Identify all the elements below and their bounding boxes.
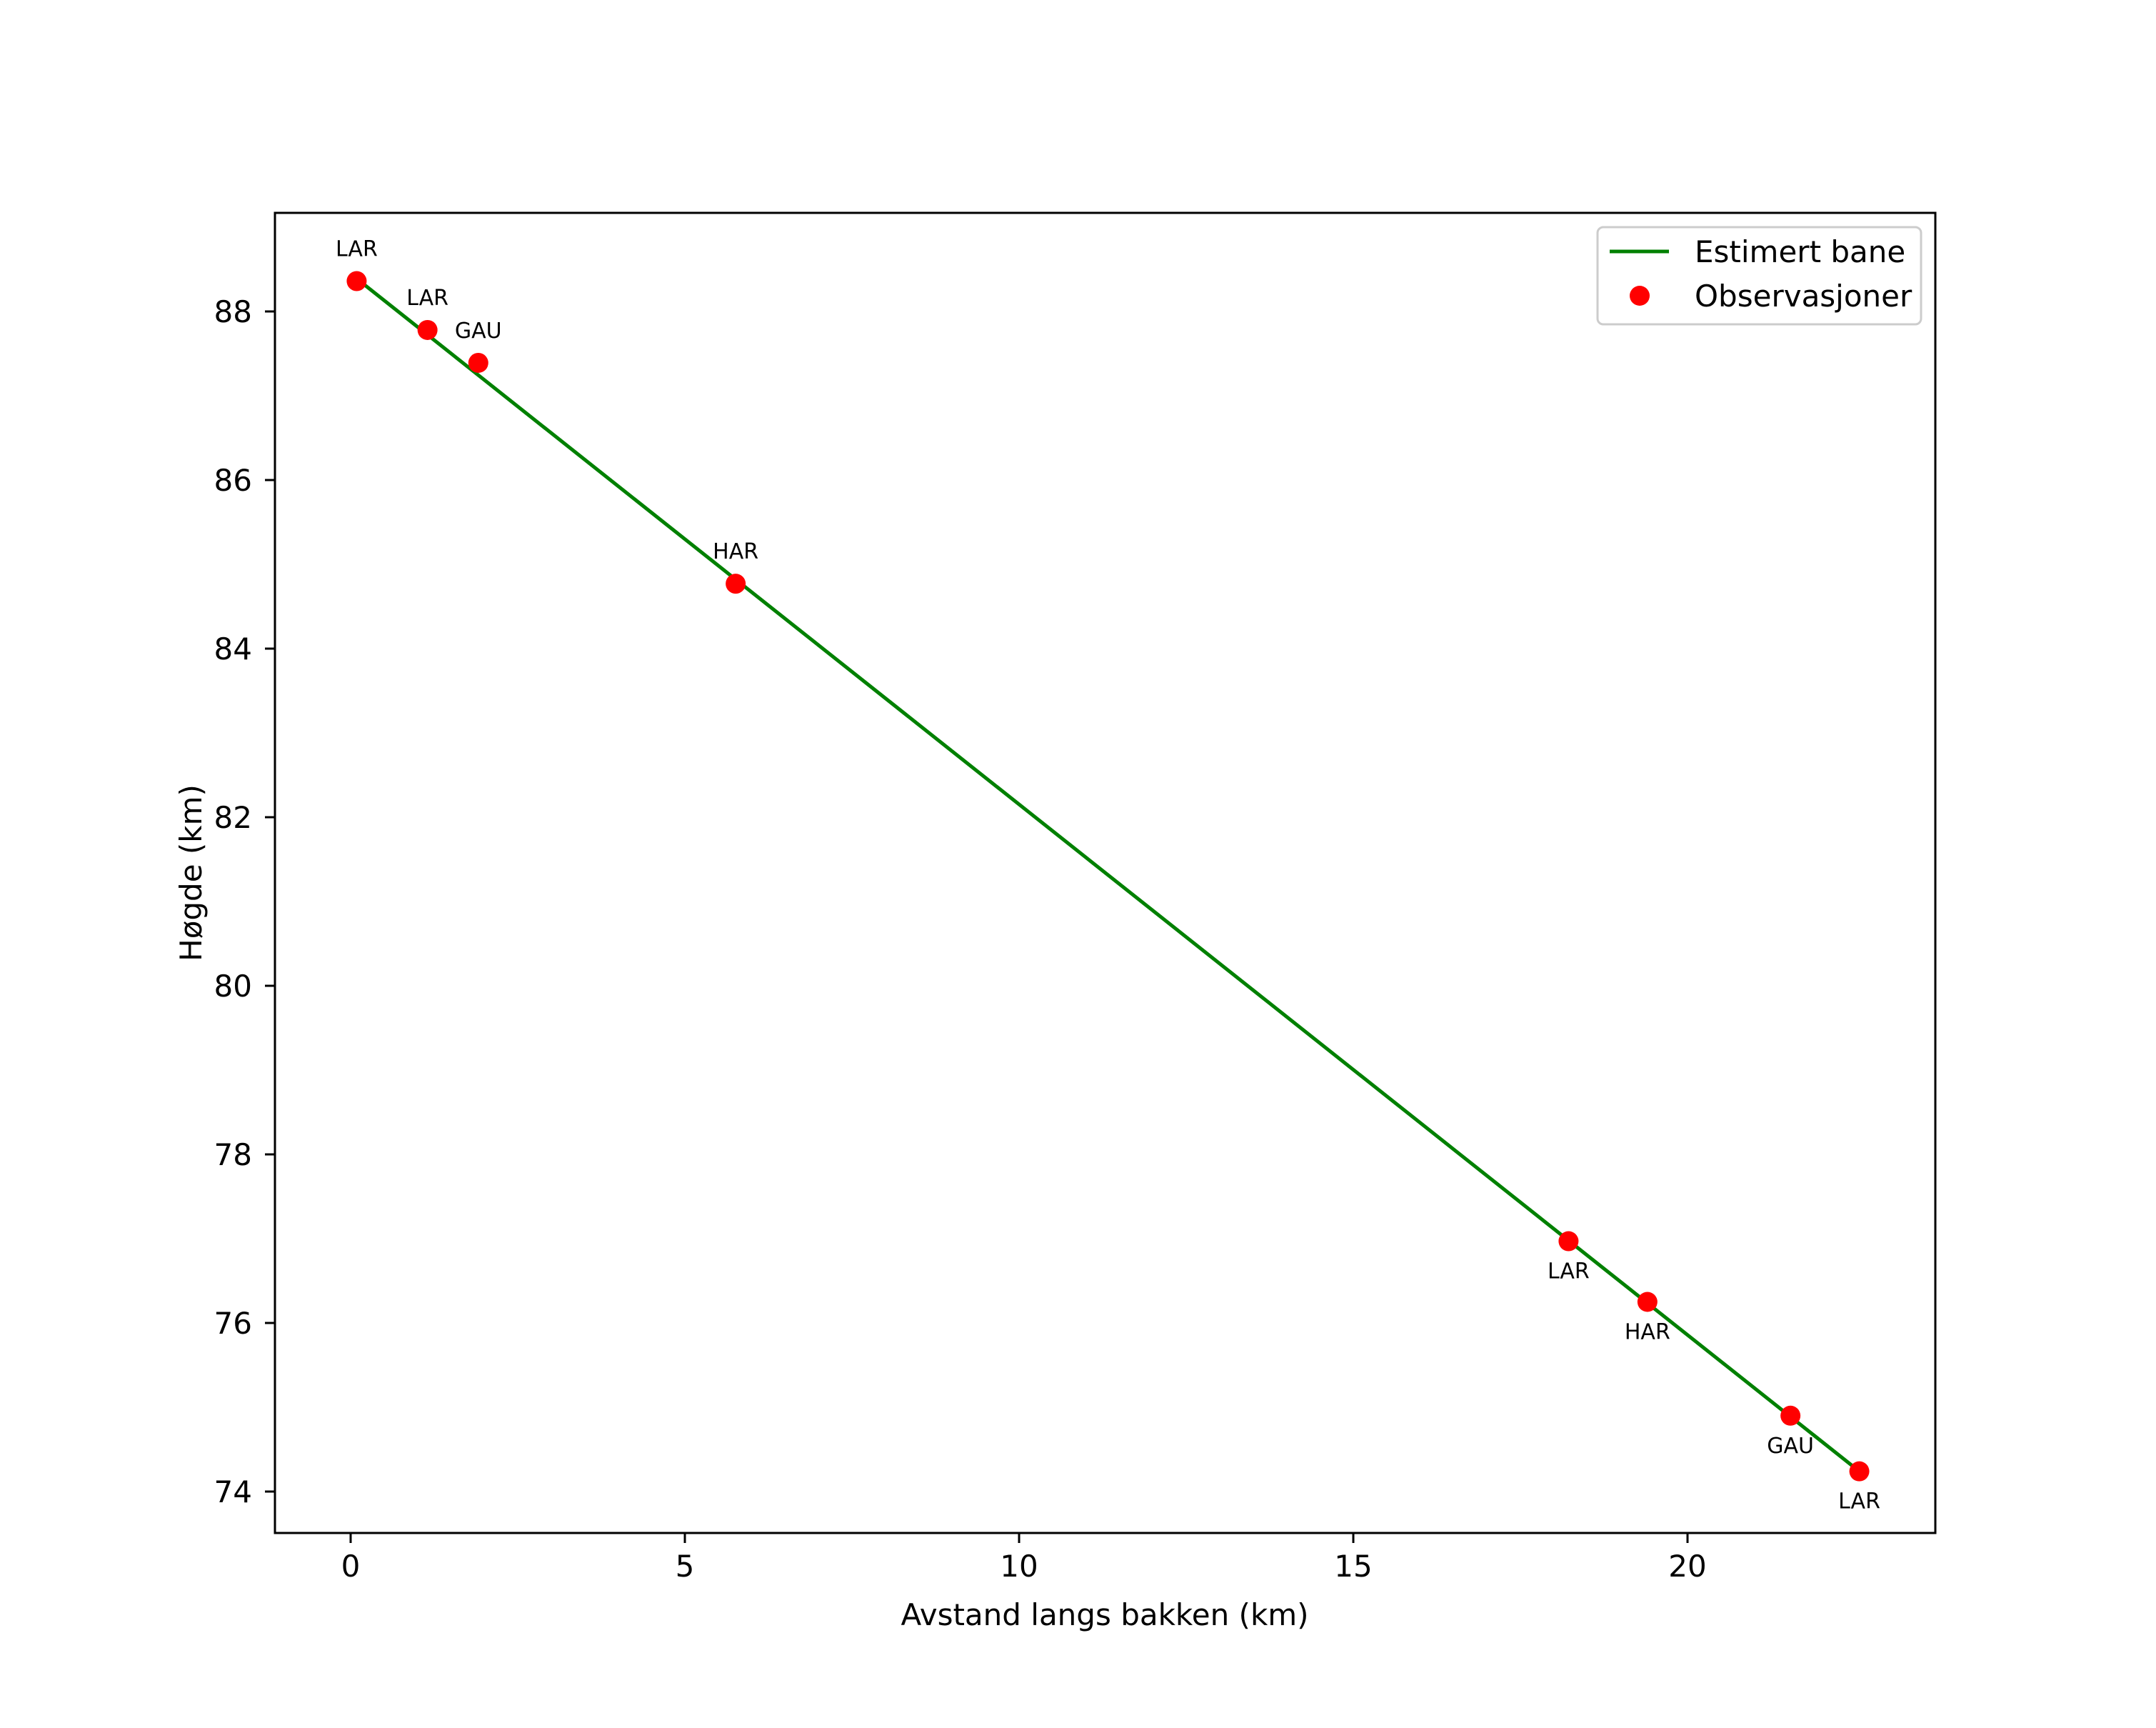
x-tick-label: 20: [1668, 1549, 1706, 1584]
trajectory-polyline: [355, 277, 1861, 1473]
station-label: LAR: [1838, 1489, 1880, 1514]
y-axis-label: Høgde (km): [174, 784, 209, 962]
y-tick-label: 76: [214, 1306, 252, 1341]
y-tick-label: 84: [214, 631, 252, 666]
y-tick-label: 74: [214, 1474, 252, 1509]
legend-box: [1596, 226, 1922, 326]
estimated-trajectory-line: [355, 277, 1861, 1473]
observation-point: [1849, 1461, 1870, 1482]
station-label: LAR: [336, 237, 378, 262]
legend: Estimert bane Observasjoner: [1596, 226, 1922, 326]
observation-point: [726, 574, 746, 594]
observation-point: [1780, 1405, 1801, 1426]
y-axis-ticks: 74 76 78 80 82 84 86 88: [214, 294, 275, 1509]
station-label: LAR: [406, 286, 448, 311]
y-tick-label: 82: [214, 800, 252, 835]
y-tick-label: 86: [214, 463, 252, 498]
station-label: GAU: [455, 319, 502, 344]
station-label: HAR: [1625, 1320, 1670, 1345]
x-tick-label: 10: [1000, 1549, 1038, 1584]
x-tick-label: 15: [1334, 1549, 1372, 1584]
observation-point: [346, 271, 367, 291]
station-label: HAR: [713, 539, 758, 564]
x-tick-label: 5: [676, 1549, 695, 1584]
legend-label-estimated: Estimert bane: [1695, 234, 1905, 269]
y-tick-label: 78: [214, 1137, 252, 1172]
observation-point: [417, 319, 438, 340]
observation-labels: LAR LAR GAU HAR LAR HAR GAU LAR: [336, 237, 1880, 1514]
axes-frame: [274, 211, 1937, 1534]
x-tick-label: 0: [341, 1549, 361, 1584]
observation-point: [1637, 1292, 1658, 1312]
observation-points: [346, 271, 1870, 1482]
y-tick-label: 80: [214, 969, 252, 1004]
legend-dot-icon: [1630, 286, 1650, 306]
station-label: LAR: [1548, 1259, 1590, 1284]
x-axis-label: Avstand langs bakken (km): [901, 1597, 1308, 1632]
legend-label-observations: Observasjoner: [1695, 279, 1912, 314]
y-tick-label: 88: [214, 294, 252, 329]
x-axis-ticks: 0 5 10 15 20: [341, 1533, 1707, 1584]
plot-area: LAR LAR GAU HAR LAR HAR GAU LAR: [274, 211, 1937, 1534]
observation-point: [468, 352, 488, 373]
observation-point: [1558, 1231, 1579, 1252]
station-label: GAU: [1767, 1434, 1814, 1459]
